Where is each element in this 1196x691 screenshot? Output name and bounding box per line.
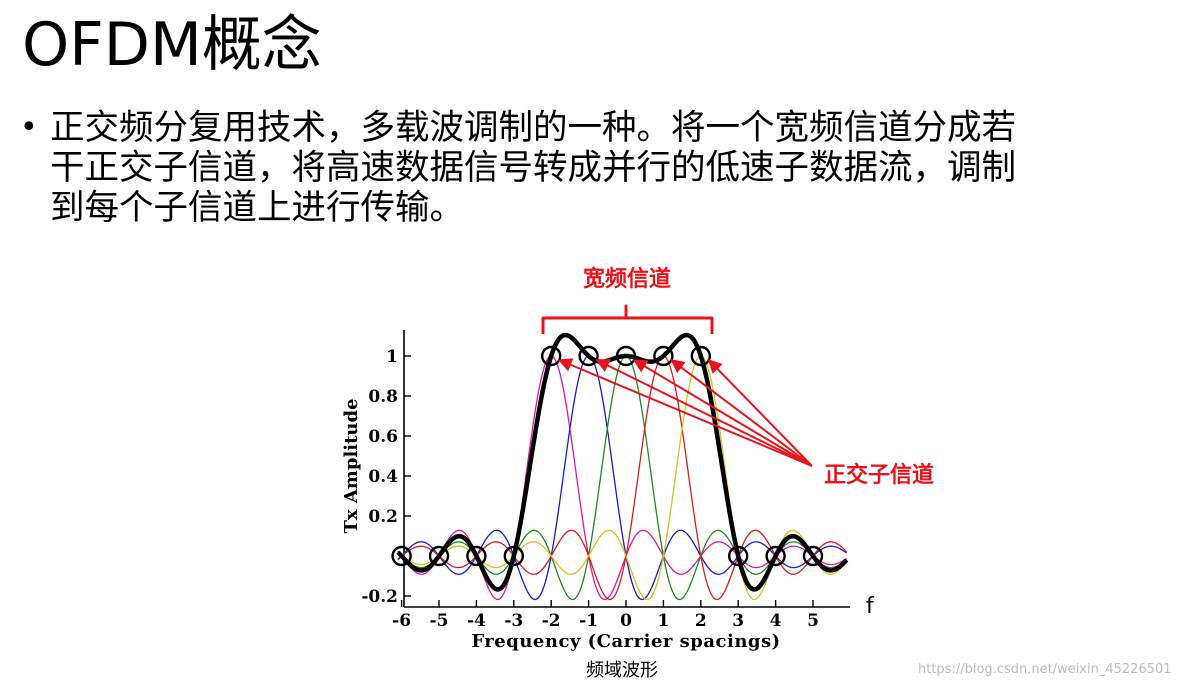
zero-crossing-marker xyxy=(578,345,599,367)
slide-title: OFDM概念 xyxy=(22,10,322,80)
zero-crossing-marker xyxy=(615,345,637,367)
wide-channel-bracket xyxy=(541,304,714,334)
orthogonal-subchannels-label: 正交子信道 xyxy=(824,462,934,488)
y-tick-label: 0.4 xyxy=(368,467,398,487)
zero-crossing-marker xyxy=(503,545,524,567)
f-label: f xyxy=(866,594,875,619)
subchannel-arrow xyxy=(670,359,813,467)
subchannel-arrow xyxy=(595,359,813,467)
watermark: https://blog.csdn.net/weixin_45226501 xyxy=(918,662,1172,677)
wide-channel-label: 宽频信道 xyxy=(583,266,671,292)
subchannel-arrow xyxy=(707,358,813,467)
bullet-dot: • xyxy=(20,110,38,145)
x-tick-label: -6 xyxy=(392,611,411,631)
bullet-line-2: 干正交子信道，将高速数据信号转成并行的低速子数据流，调制 xyxy=(50,148,1016,188)
zero-crossing-marker xyxy=(653,345,674,367)
x-tick-label: -3 xyxy=(504,611,523,631)
y-tick-label: 0.8 xyxy=(368,387,398,407)
subcarrier-line xyxy=(397,355,848,601)
y-tick-label: 0.6 xyxy=(368,427,398,447)
subchannel-arrow xyxy=(632,359,813,467)
bullet-line-1: 正交频分复用技术，多载波调制的一种。将一个宽频信道分成若 xyxy=(50,108,1016,148)
subchannel-arrow xyxy=(557,358,813,467)
zero-crossing-marker xyxy=(728,545,749,567)
y-tick-label: -0.2 xyxy=(361,587,398,607)
zero-crossing-markers xyxy=(391,345,824,567)
zero-crossing-marker xyxy=(765,545,786,567)
zero-crossing-marker xyxy=(802,545,824,567)
subcarrier-line xyxy=(397,355,848,601)
y-tick-label: 1 xyxy=(386,347,398,367)
bullet-line-3: 到每个子信道上进行传输。 xyxy=(50,188,464,228)
x-tick-label: -1 xyxy=(579,611,598,631)
figure-caption: 频域波形 xyxy=(586,660,658,681)
zero-crossing-marker xyxy=(428,545,450,567)
x-tick-label: -4 xyxy=(467,611,486,631)
x-axis-label: Frequency (Carrier spacings) xyxy=(471,631,780,652)
x-tick-label: 3 xyxy=(732,611,744,631)
x-tick-label: 0 xyxy=(620,611,632,631)
x-tick-label: 2 xyxy=(695,611,707,631)
zero-crossing-marker xyxy=(690,345,711,367)
x-tick-label: 1 xyxy=(657,611,669,631)
y-axis-label: Tx Amplitude xyxy=(341,398,362,533)
x-tick-label: -2 xyxy=(542,611,561,631)
zero-crossing-marker xyxy=(466,545,487,567)
x-tick-label: 4 xyxy=(770,611,782,631)
axis-ticks: -0.2 0.2 0.4 0.6 0.8 1 -6 -5 -4 -3 -2 -1 0 1 2 3 4 5 Frequ… xyxy=(341,347,819,652)
x-tick-label: -5 xyxy=(430,611,449,631)
zero-crossing-marker xyxy=(541,345,562,367)
bullet-item: • 正交频分复用技术，多载波调制的一种。将一个宽频信道分成若 干正交子信道，将高… xyxy=(20,108,1180,228)
zero-crossing-marker xyxy=(391,545,412,567)
x-tick-label: 5 xyxy=(807,611,819,631)
y-tick-label: 0.2 xyxy=(368,507,398,527)
bullet-text: 正交频分复用技术，多载波调制的一种。将一个宽频信道分成若 干正交子信道，将高速数… xyxy=(50,108,1180,228)
